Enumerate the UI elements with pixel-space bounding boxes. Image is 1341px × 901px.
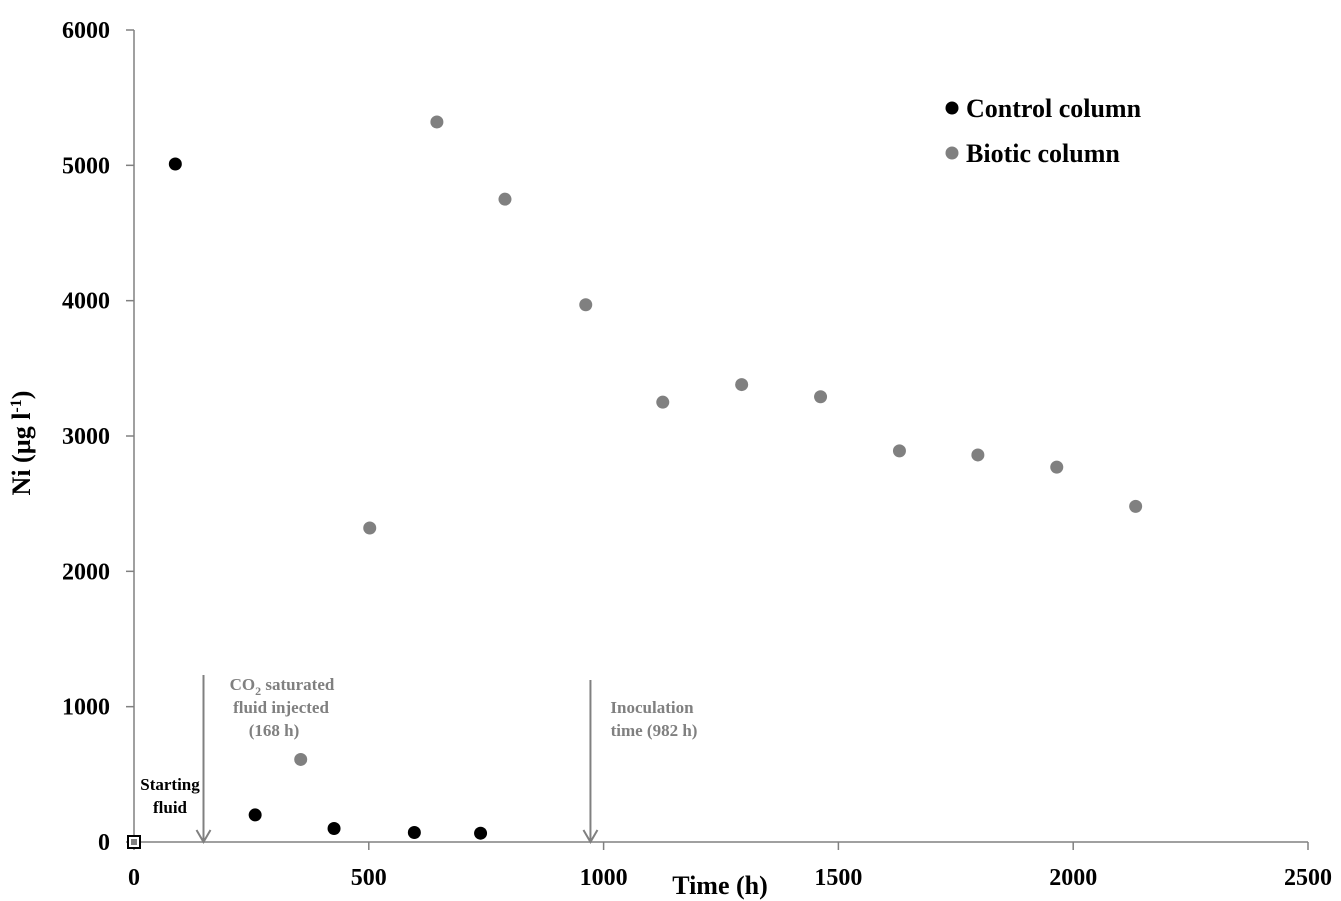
y-tick-label: 2000	[62, 559, 110, 585]
x-axis-title: Time (h)	[672, 871, 768, 900]
y-axis-title: Ni (µg l-1)	[7, 391, 36, 496]
co2-injection-arrow	[195, 675, 212, 844]
y-tick-label: 1000	[62, 695, 110, 721]
control-column-point	[168, 157, 182, 171]
biotic-column-point	[735, 378, 749, 392]
x-tick-label: 2500	[1284, 865, 1332, 891]
ticks: 0 1000 2000 3000 4000 5000 6000 0 500 1000 1500 200…	[62, 18, 1332, 891]
starting-fluid-label-line1: Starting	[140, 775, 200, 794]
legend-marker-biotic	[945, 146, 959, 160]
control-column-point	[248, 808, 262, 822]
biotic-column-point	[498, 192, 512, 206]
legend: Control column Biotic column	[945, 94, 1142, 168]
inoculation-label-line2: time (982 h)	[611, 721, 698, 740]
x-tick-label: 1500	[814, 865, 862, 891]
arrows	[195, 675, 599, 844]
legend-marker-control	[945, 101, 959, 115]
y-tick-label: 3000	[62, 424, 110, 450]
x-tick-label: 2000	[1049, 865, 1097, 891]
biotic-column-point	[579, 298, 593, 312]
annotations: Starting fluid CO2 saturated fluid injec…	[140, 675, 697, 817]
starting-fluid-label-line2: fluid	[153, 798, 188, 817]
inoculation-arrow	[582, 680, 599, 844]
axes	[133, 30, 1308, 843]
control-column-point	[474, 826, 488, 840]
biotic-column-point	[1129, 499, 1143, 513]
co2-label-line3: (168 h)	[249, 721, 300, 740]
starting-fluid-marker-inner	[131, 839, 137, 845]
y-tick-label: 6000	[62, 18, 110, 44]
biotic-column-point	[1050, 460, 1064, 474]
biotic-column-point	[971, 448, 985, 462]
biotic-column-point	[656, 395, 670, 409]
co2-label-line1: CO2 saturated	[230, 675, 335, 698]
x-tick-label: 0	[128, 865, 140, 891]
inoculation-label-line1: Inoculation	[610, 698, 694, 717]
biotic-column-point	[294, 752, 308, 766]
legend-label-control: Control column	[966, 94, 1142, 123]
legend-label-biotic: Biotic column	[966, 139, 1120, 168]
control-column-point	[407, 826, 421, 840]
biotic-column-point	[363, 521, 377, 535]
biotic-column-point	[430, 115, 444, 129]
y-tick-label: 0	[98, 830, 110, 856]
control-column-point	[327, 821, 341, 835]
y-tick-label: 4000	[62, 289, 110, 315]
x-tick-label: 1000	[580, 865, 628, 891]
biotic-column-point	[892, 444, 906, 458]
data-points	[127, 115, 1143, 849]
x-tick-label: 500	[351, 865, 387, 891]
co2-label-line2: fluid injected	[233, 698, 329, 717]
biotic-column-point	[814, 390, 828, 404]
y-tick-label: 5000	[62, 153, 110, 179]
